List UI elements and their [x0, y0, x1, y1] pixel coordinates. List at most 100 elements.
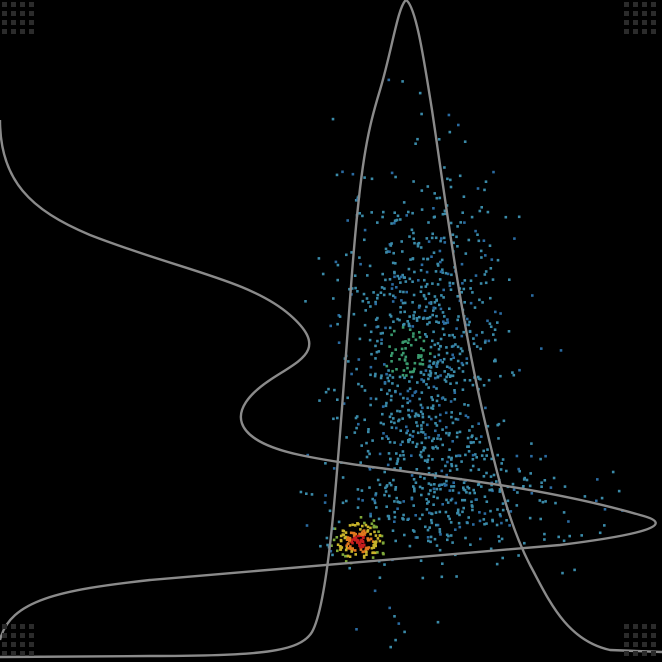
- scatter-point: [331, 117, 335, 121]
- scatter-point: [489, 509, 492, 513]
- scatter-point: [420, 441, 424, 445]
- scatter-point: [396, 409, 399, 413]
- scatter-point: [421, 487, 424, 490]
- scatter-point: [391, 369, 394, 373]
- scatter-point: [397, 500, 400, 504]
- scatter-point: [421, 363, 425, 366]
- scatter-point: [338, 315, 342, 318]
- scatter-point: [392, 417, 395, 420]
- scatter-point: [476, 375, 480, 379]
- scatter-point: [420, 347, 423, 350]
- scatter-point: [457, 123, 460, 127]
- scatter-point: [370, 546, 374, 550]
- scatter-point: [411, 394, 414, 397]
- scatter-point: [474, 274, 478, 277]
- scatter-point: [452, 370, 456, 373]
- scatter-point: [447, 455, 451, 459]
- scatter-point: [376, 551, 379, 554]
- scatter-point: [453, 398, 457, 401]
- scatter-point: [346, 396, 349, 400]
- scatter-point: [471, 425, 474, 428]
- scatter-point: [363, 521, 366, 525]
- scatter-point: [414, 412, 418, 415]
- scatter-point: [412, 237, 415, 241]
- scatter-point: [420, 427, 423, 431]
- scatter-point: [540, 347, 543, 350]
- scatter-point: [419, 410, 423, 413]
- scatter-point: [406, 389, 410, 393]
- scatter-point: [549, 486, 553, 489]
- scatter-point: [345, 538, 349, 541]
- scatter-point: [345, 499, 348, 503]
- scatter-point: [489, 296, 492, 300]
- scatter-point: [375, 325, 378, 329]
- scatter-point: [498, 513, 502, 516]
- scatter-point: [490, 483, 493, 487]
- scatter-point: [416, 381, 419, 384]
- scatter-point: [483, 457, 486, 461]
- scatter-point: [430, 406, 433, 410]
- scatter-point: [373, 501, 377, 505]
- grip-icon[interactable]: [0, 0, 40, 40]
- scatter-point: [406, 366, 409, 370]
- scatter-point: [355, 367, 358, 371]
- scatter-point: [443, 333, 446, 336]
- scatter-point: [543, 532, 546, 536]
- scatter-point: [358, 256, 361, 259]
- scatter-point: [362, 529, 366, 532]
- scatter-point: [410, 343, 413, 347]
- scatter-point: [448, 334, 451, 337]
- scatter-point: [451, 233, 455, 236]
- scatter-point: [442, 357, 446, 361]
- scatter-point: [332, 467, 336, 470]
- scatter-point: [337, 520, 341, 524]
- grip-icon[interactable]: [0, 622, 40, 662]
- scatter-point: [403, 276, 406, 279]
- scatter-point: [489, 267, 493, 270]
- scatter-point: [395, 452, 398, 455]
- grip-icon[interactable]: [622, 622, 662, 662]
- scatter-point: [419, 403, 423, 407]
- scatter-point: [401, 450, 405, 453]
- scatter-point: [369, 514, 372, 518]
- scatter-point: [411, 335, 415, 338]
- scatter-point: [385, 372, 388, 376]
- scatter-point: [617, 489, 621, 493]
- scatter-point: [507, 330, 511, 333]
- scatter-point: [388, 481, 392, 485]
- scatter-point: [402, 201, 406, 204]
- scatter-point: [440, 258, 444, 262]
- scatter-point: [436, 523, 440, 527]
- scatter-point: [508, 524, 511, 527]
- scatter-point: [418, 91, 422, 95]
- scatter-point: [475, 345, 479, 348]
- grip-icon[interactable]: [622, 0, 662, 40]
- scatter-point: [384, 490, 388, 493]
- scatter-point: [425, 498, 428, 501]
- scatter-point: [447, 373, 450, 376]
- scatter-point: [485, 454, 488, 457]
- scatter-point: [352, 312, 356, 316]
- scatter-point: [355, 628, 358, 631]
- scatter-point: [380, 342, 383, 345]
- scatter-point: [341, 501, 345, 505]
- scatter-point: [425, 335, 428, 338]
- scatter-point: [434, 236, 438, 240]
- scatter-point: [368, 264, 372, 268]
- scatter-point: [389, 483, 393, 487]
- scatter-point: [489, 325, 493, 328]
- scatter-point: [399, 310, 402, 314]
- scatter-point: [321, 272, 325, 276]
- scatter-point: [382, 210, 385, 214]
- scatter-point: [441, 562, 444, 565]
- scatter-point: [462, 195, 466, 198]
- scatter-point: [464, 252, 468, 255]
- scatter-point: [393, 211, 396, 214]
- scatter-point: [455, 454, 458, 458]
- scatter-point: [379, 332, 383, 335]
- scatter-point: [336, 416, 339, 420]
- scatter-point: [480, 454, 484, 457]
- scatter-point: [425, 508, 429, 511]
- scatter-point: [437, 321, 440, 324]
